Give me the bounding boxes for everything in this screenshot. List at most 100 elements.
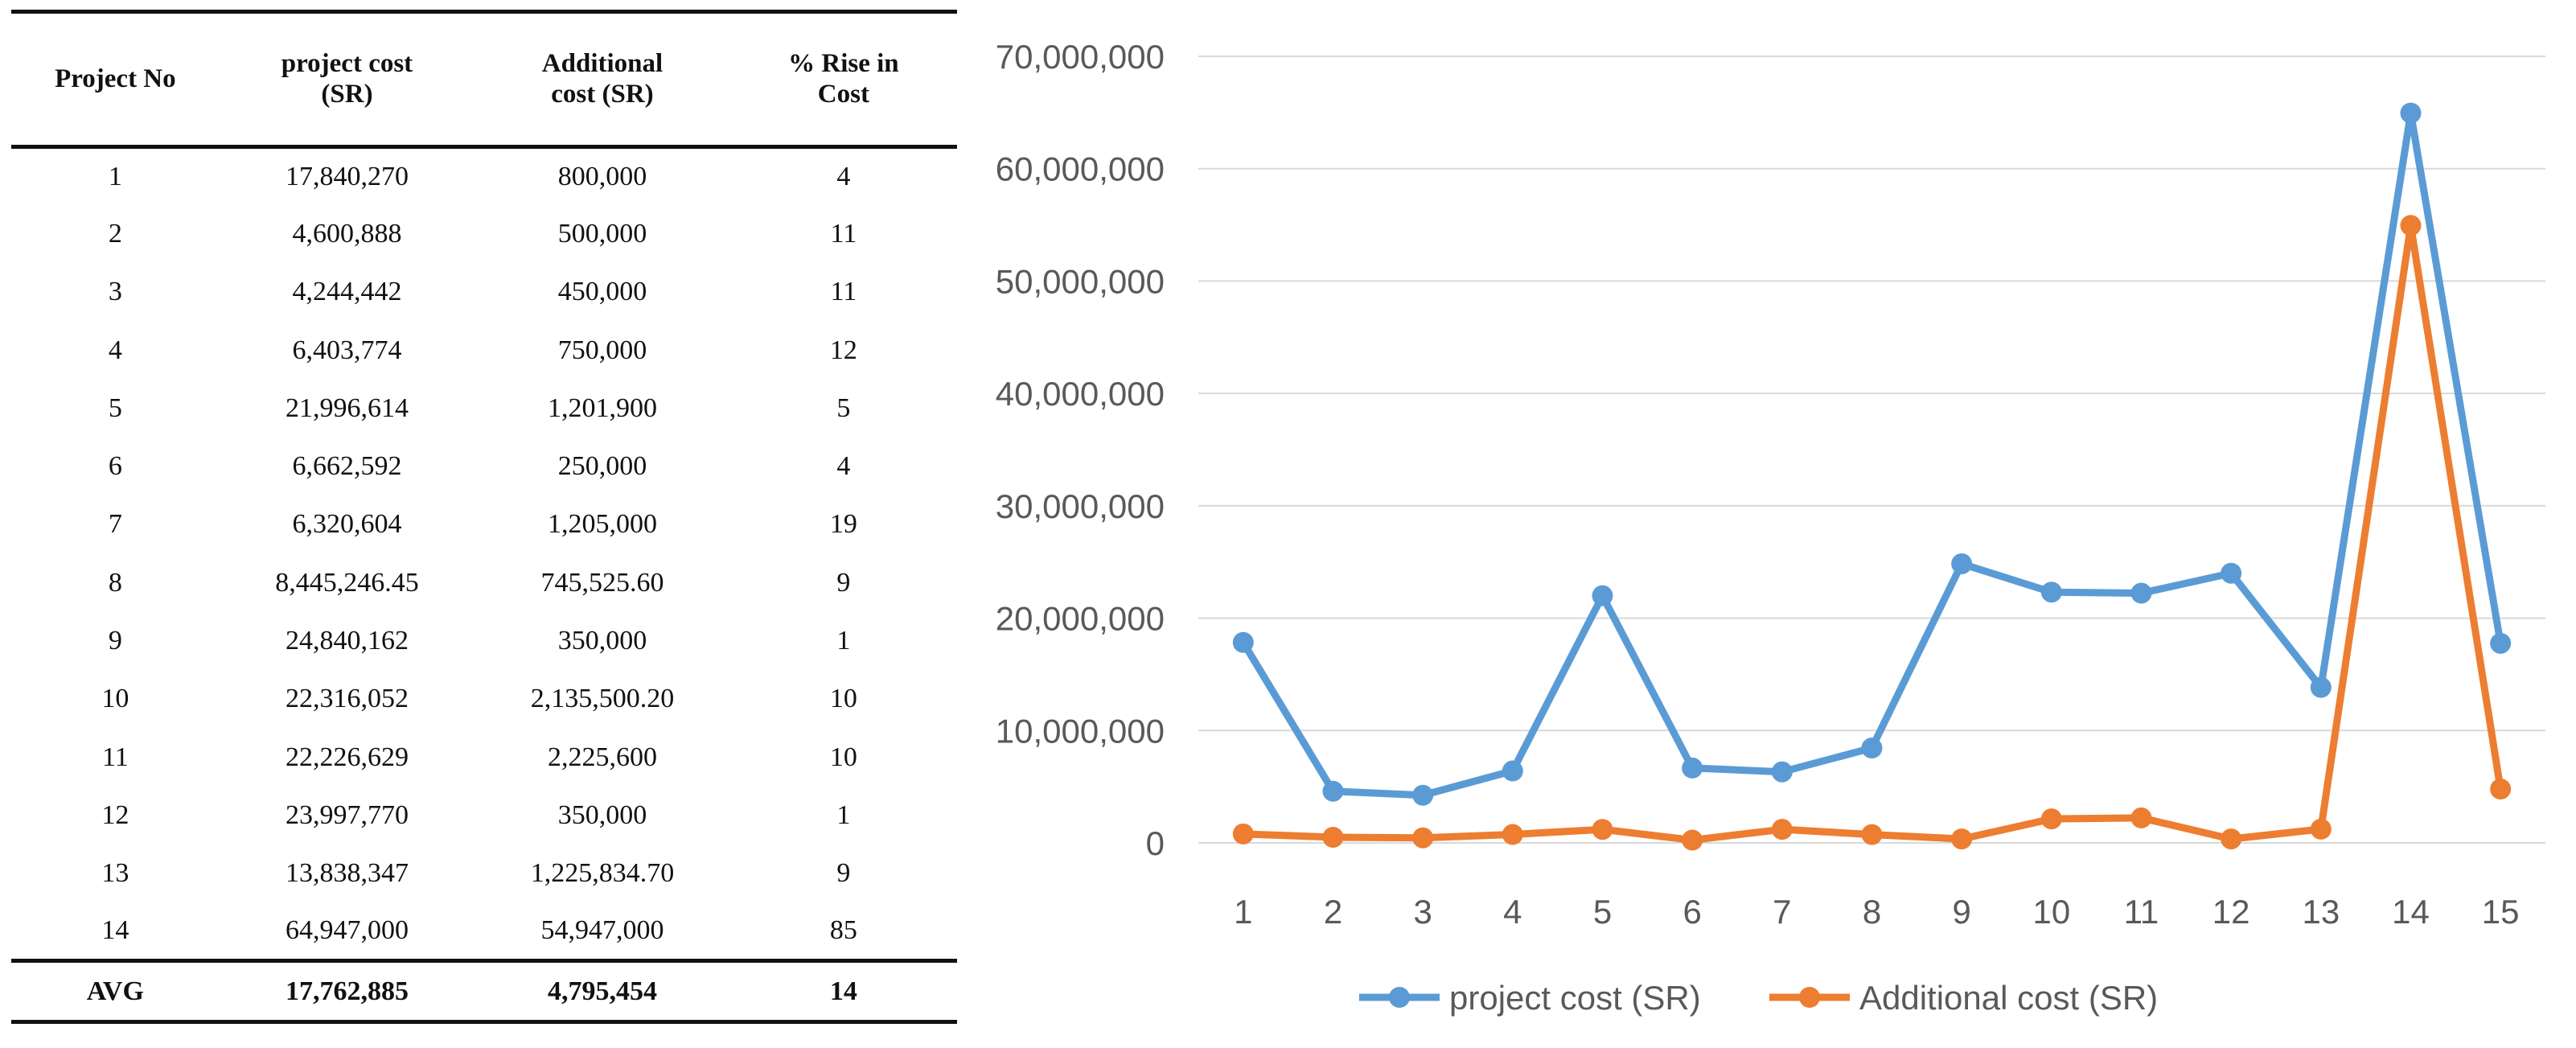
data-point [1682,757,1703,779]
data-point [1592,585,1613,606]
x-tick-label: 15 [2482,893,2520,931]
cell-project-no: 13 [101,858,129,889]
cell-additional-cost: 350,000 [557,626,647,656]
table-avg-row: AVG 17,762,885 4,795,454 14 [11,959,957,1025]
gridlines [1198,55,2545,844]
data-point [2040,808,2062,830]
series-line-0 [1239,109,2504,799]
x-tick-label: 6 [1682,893,1701,931]
cell-additional-cost: 350,000 [557,799,647,830]
cell-project-cost: 23,997,770 [285,799,409,830]
data-point [2130,807,2152,828]
data-point [2490,632,2512,654]
legend-label-1: Additional cost (SR) [1859,979,2158,1017]
data-point [1412,784,1434,806]
x-tick-label: 7 [1773,893,1791,931]
table-row: 8 8,445,246.45 745,525.60 9 [11,554,957,612]
cell-additional-cost: 745,525.60 [540,567,664,598]
cell-rise: 1 [836,799,851,830]
table-row: 14 64,947,000 54,947,000 85 [11,902,957,960]
chart-series [1232,102,2512,851]
cell-rise: 11 [830,277,857,307]
table-row: 6 6,662,592 250,000 4 [11,438,957,495]
cell-project-no: 3 [108,277,122,307]
y-tick-label: 60,000,000 [996,150,1165,188]
data-point [1322,827,1344,849]
header-additional-cost: Additional cost (SR) [475,10,730,149]
cell-rise: 85 [829,915,857,946]
x-tick-label: 4 [1503,893,1522,931]
table-row: 3 4,244,442 450,000 11 [11,263,957,321]
cell-project-cost: 6,662,592 [292,451,402,482]
cell-rise: 4 [836,161,851,191]
avg-additional-cost: 4,795,454 [475,959,730,1025]
cell-rise: 4 [836,451,851,482]
cell-project-no: 5 [108,392,122,423]
table-row: 9 24,840,162 350,000 1 [11,612,957,670]
cell-project-cost: 21,996,614 [285,392,409,423]
data-point [1771,761,1793,783]
data-point [2130,582,2152,604]
x-axis-ticks: 1 2 3 4 5 6 7 8 9 10 11 12 13 14 15 [1234,893,2519,931]
table-row: 13 13,838,347 1,225,834.70 9 [11,845,957,902]
data-point [2310,818,2332,840]
cell-rise: 1 [836,626,851,656]
x-tick-label: 14 [2392,893,2430,931]
table-header-row: Project No project cost (SR) Additional co… [11,10,957,149]
y-tick-label: 0 [1146,824,1165,862]
x-tick-label: 10 [2032,893,2070,931]
data-point [1682,829,1703,851]
cell-project-no: 7 [108,509,122,540]
table-row: 11 22,226,629 2,225,600 10 [11,728,957,786]
cost-table: Project No project cost (SR) Additional co… [11,10,957,1025]
cell-rise: 10 [829,684,857,714]
y-tick-label: 10,000,000 [996,712,1165,750]
cell-project-cost: 13,838,347 [285,858,409,889]
cell-project-no: 14 [101,915,129,946]
cost-table-panel: Project No project cost (SR) Additional co… [11,10,957,1038]
cell-additional-cost: 1,205,000 [547,509,657,540]
cell-rise: 11 [830,218,857,249]
cell-additional-cost: 450,000 [557,277,647,307]
table-body: 1 17,840,270 800,000 4 2 4,600,888 500,000 11 3 4… [11,147,957,961]
cell-project-no: 4 [108,335,122,365]
y-tick-label: 40,000,000 [996,375,1165,413]
legend-marker-0 [1389,987,1410,1008]
data-point [1861,738,1883,759]
cell-project-cost: 6,403,774 [292,335,402,365]
y-tick-label: 70,000,000 [996,38,1165,76]
data-point [1322,780,1344,802]
cell-project-cost: 22,316,052 [285,684,409,714]
x-tick-label: 3 [1413,893,1432,931]
table-row: 5 21,996,614 1,201,900 5 [11,380,957,438]
x-tick-label: 12 [2212,893,2250,931]
cell-project-no: 1 [108,161,122,191]
table-row: 1 17,840,270 800,000 4 [11,147,957,205]
data-point [2221,562,2242,584]
cell-additional-cost: 54,947,000 [540,915,664,946]
cell-additional-cost: 500,000 [557,218,647,249]
header-project-no: Project No [11,10,220,149]
x-tick-label: 8 [1863,893,1881,931]
cell-project-cost: 4,244,442 [292,277,402,307]
cell-project-no: 2 [108,218,122,249]
table-row: 7 6,320,604 1,205,000 19 [11,495,957,553]
legend-label-0: project cost (SR) [1449,979,1701,1017]
cell-project-no: 8 [108,567,122,598]
cell-additional-cost: 800,000 [557,161,647,191]
cell-project-no: 10 [101,684,129,714]
data-point [1502,824,1523,845]
cell-rise: 9 [836,858,851,889]
cell-project-cost: 6,320,604 [292,509,402,540]
cell-rise: 10 [829,742,857,772]
data-point [1502,760,1523,782]
cell-additional-cost: 750,000 [557,335,647,365]
x-tick-label: 2 [1324,893,1342,931]
avg-label: AVG [11,959,220,1025]
cell-additional-cost: 2,225,600 [547,742,657,772]
data-point [2310,676,2332,698]
cell-project-cost: 22,226,629 [285,742,409,772]
data-point [2400,102,2422,124]
cell-additional-cost: 2,135,500.20 [530,684,675,714]
cell-additional-cost: 250,000 [557,451,647,482]
